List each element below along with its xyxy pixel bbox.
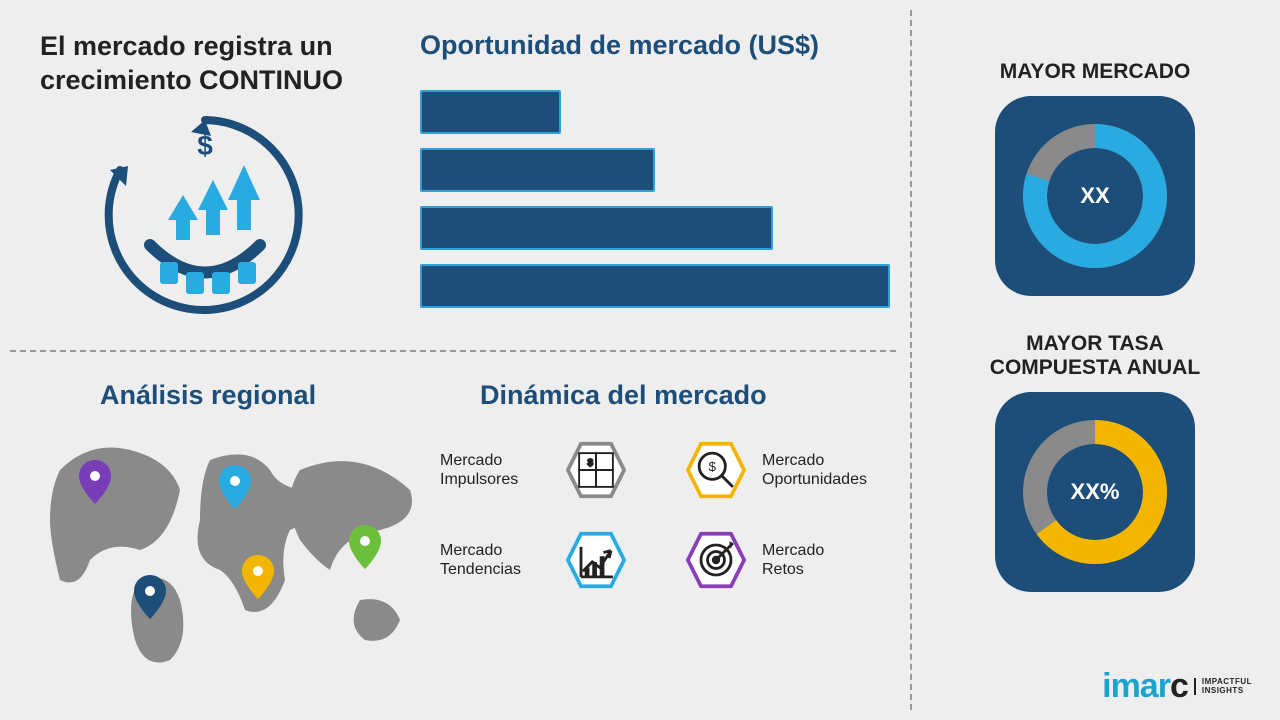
opportunity-bars xyxy=(420,90,890,322)
dynamics-label: MercadoImpulsores xyxy=(440,451,550,489)
vertical-divider xyxy=(910,10,912,710)
growth-line2: crecimiento CONTINUO xyxy=(40,65,343,95)
growth-line1: El mercado registra un xyxy=(40,31,333,61)
brand-tagline: IMPACTFUL INSIGHTS xyxy=(1194,678,1252,696)
opportunity-bar xyxy=(420,206,773,250)
largest-market-tile: XX xyxy=(995,96,1195,296)
cagr-value: XX% xyxy=(995,392,1195,592)
top-panel: El mercado registra un crecimiento CONTI… xyxy=(20,10,890,340)
growth-title: El mercado registra un crecimiento CONTI… xyxy=(40,30,410,98)
growth-column: El mercado registra un crecimiento CONTI… xyxy=(40,30,410,98)
dynamics-grid: MercadoImpulsores $ $ MercadoOportunidad… xyxy=(440,440,900,620)
dynamics-label: MercadoRetos xyxy=(762,541,872,579)
opportunity-bar xyxy=(420,90,561,134)
regional-title: Análisis regional xyxy=(100,380,316,411)
dynamics-label: MercadoTendencias xyxy=(440,541,550,579)
opportunity-title: Oportunidad de mercado (US$) xyxy=(420,30,890,61)
brand-name: imarc xyxy=(1102,667,1188,706)
dynamics-title: Dinámica del mercado xyxy=(480,380,767,411)
map-pin-icon xyxy=(349,525,381,569)
svg-text:$: $ xyxy=(709,459,717,474)
cagr-title: MAYOR TASA COMPUESTA ANUAL xyxy=(920,332,1270,380)
brand-logo: imarc IMPACTFUL INSIGHTS xyxy=(1102,667,1252,706)
left-region: El mercado registra un crecimiento CONTI… xyxy=(0,0,900,720)
horizontal-divider xyxy=(10,350,896,352)
growth-icon: $ xyxy=(90,100,320,335)
dynamics-label: MercadoOportunidades xyxy=(762,451,872,489)
cagr-title-l2: COMPUESTA ANUAL xyxy=(990,356,1200,379)
dynamics-hex-icon xyxy=(562,530,630,590)
dynamics-hex-icon xyxy=(682,530,750,590)
cagr-title-l1: MAYOR TASA xyxy=(1026,332,1164,355)
dynamics-hex-icon: $ xyxy=(562,440,630,500)
sidebar: MAYOR MERCADO XX MAYOR TASA COMPUESTA AN… xyxy=(920,0,1270,720)
opportunity-column: Oportunidad de mercado (US$) xyxy=(420,30,890,61)
dynamics-hex-icon: $ xyxy=(682,440,750,500)
svg-text:$: $ xyxy=(197,130,213,161)
cagr-tile: XX% xyxy=(995,392,1195,592)
svg-text:$: $ xyxy=(588,457,594,467)
opportunity-bar xyxy=(420,148,655,192)
largest-market-value: XX xyxy=(995,96,1195,296)
largest-market-title: MAYOR MERCADO xyxy=(920,60,1270,84)
opportunity-bar xyxy=(420,264,890,308)
bottom-panel: Análisis regional Dinámica del mercado M… xyxy=(20,360,890,700)
world-map xyxy=(40,430,430,675)
